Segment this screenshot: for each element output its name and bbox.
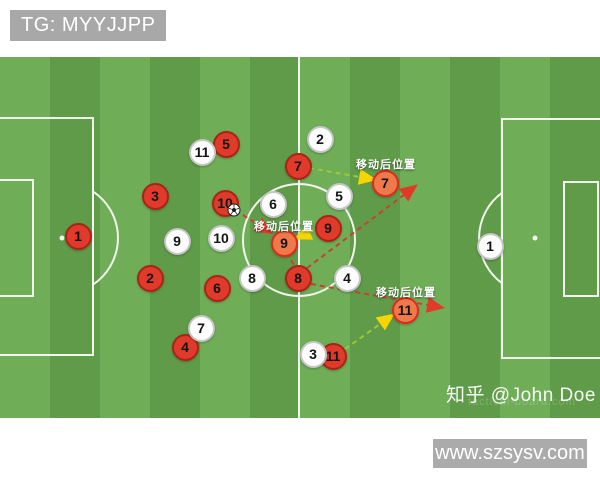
movement-arrow	[344, 313, 395, 350]
red-moved-player-marker-9[interactable]: 9	[270, 229, 298, 257]
white-player-marker-6[interactable]: 6	[259, 190, 287, 218]
player-number: 2	[146, 270, 154, 286]
player-number: 2	[316, 131, 324, 147]
red-player-marker-6[interactable]: 6	[203, 274, 231, 302]
tactics-board-watermark: tactical-board.com	[468, 396, 576, 408]
red-moved-player-marker-7[interactable]: 7	[371, 169, 399, 197]
red-player-marker-7[interactable]: 7	[284, 152, 312, 180]
player-number: 6	[213, 280, 221, 296]
player-number: 9	[324, 220, 332, 236]
red-player-marker-10[interactable]: 10	[211, 189, 239, 217]
red-player-marker-2[interactable]: 2	[136, 264, 164, 292]
player-number: 11	[194, 144, 210, 160]
pitch-markings	[0, 57, 600, 418]
player-number: 1	[74, 228, 82, 244]
white-player-marker-11[interactable]: 11	[188, 138, 216, 166]
player-number: 5	[335, 188, 343, 204]
movement-arrow	[293, 224, 314, 240]
white-player-marker-9[interactable]: 9	[163, 227, 191, 255]
left-penalty-spot	[59, 235, 65, 241]
player-number: 11	[325, 348, 341, 364]
moved-position-label-1: 移动后位置	[356, 159, 416, 171]
player-number: 8	[294, 270, 302, 286]
pass-arrow	[306, 184, 418, 269]
left-penalty-arc	[92, 190, 119, 286]
player-number: 4	[343, 270, 351, 286]
player-number: 8	[248, 270, 256, 286]
red-player-marker-5[interactable]: 5	[212, 130, 240, 158]
football-icon[interactable]	[227, 203, 241, 217]
red-player-marker-8[interactable]: 8	[284, 264, 312, 292]
left-penalty-area	[0, 117, 94, 356]
player-number: 7	[381, 175, 389, 191]
player-number: 4	[181, 339, 189, 355]
player-number: 9	[280, 235, 288, 251]
right-goal-area	[563, 181, 599, 297]
white-player-marker-10[interactable]: 10	[207, 224, 235, 252]
player-number: 1	[486, 238, 494, 254]
red-player-marker-3[interactable]: 3	[141, 182, 169, 210]
zhihu-author-watermark: 知乎 @John Doe	[446, 385, 596, 406]
red-moved-player-marker-11[interactable]: 11	[391, 296, 419, 324]
red-player-marker-1[interactable]: 1	[64, 222, 92, 250]
white-player-marker-4[interactable]: 4	[333, 264, 361, 292]
player-number: 10	[213, 230, 229, 246]
player-number: 3	[309, 346, 317, 362]
pass-arrow	[242, 214, 274, 235]
tg-channel-badge: TG: MYYJJPP	[10, 10, 167, 41]
white-player-marker-2[interactable]: 2	[306, 125, 334, 153]
white-player-marker-5[interactable]: 5	[325, 182, 353, 210]
white-player-marker-7[interactable]: 7	[187, 314, 215, 342]
player-number: 7	[197, 320, 205, 336]
right-penalty-area	[501, 118, 600, 359]
moved-position-label-2: 移动后位置	[254, 221, 314, 233]
right-penalty-spot	[532, 235, 538, 241]
player-number: 9	[173, 233, 181, 249]
moved-position-label-3: 移动后位置	[376, 287, 436, 299]
player-number: 3	[151, 188, 159, 204]
pass-arrow	[310, 283, 445, 313]
player-number: 6	[269, 196, 277, 212]
website-url-badge: www.szsysv.com	[433, 439, 587, 468]
player-number: 11	[397, 302, 413, 318]
left-goal-area	[0, 179, 34, 297]
player-number: 7	[294, 158, 302, 174]
center-circle	[242, 183, 356, 297]
movement-arrow	[308, 167, 377, 185]
player-number: 5	[222, 136, 230, 152]
red-player-marker-9[interactable]: 9	[314, 214, 342, 242]
white-player-marker-3[interactable]: 3	[299, 340, 327, 368]
white-player-marker-8[interactable]: 8	[238, 264, 266, 292]
white-player-marker-1[interactable]: 1	[476, 232, 504, 260]
